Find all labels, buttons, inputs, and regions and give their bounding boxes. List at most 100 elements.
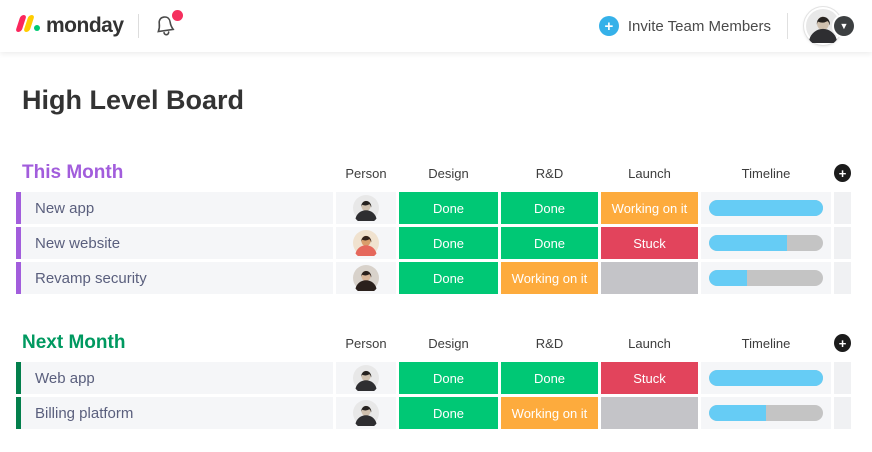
row-name-cell[interactable]: New website [16, 227, 333, 259]
status-cell-rd[interactable]: Working on it [501, 397, 598, 429]
notifications-button[interactable] [153, 10, 183, 39]
timeline-cell[interactable] [701, 397, 831, 429]
timeline-fill [709, 270, 747, 286]
status-label: Working on it [511, 405, 588, 421]
group-title[interactable]: Next Month [22, 332, 126, 353]
row-name: Web app [35, 369, 95, 387]
timeline-cell[interactable] [701, 262, 831, 294]
status-cell-launch[interactable]: Stuck [601, 227, 698, 259]
status-cell-design[interactable]: Done [399, 192, 498, 224]
status-cell-rd[interactable]: Working on it [501, 262, 598, 294]
table-row: Billing platform Done Working on it [16, 397, 872, 429]
status-cell-design[interactable]: Done [399, 262, 498, 294]
timeline-fill [709, 370, 823, 386]
logo-text: monday [46, 14, 124, 37]
timeline-fill [709, 235, 787, 251]
table-row: Web app Done Done Stuck [16, 362, 872, 394]
status-label: Done [432, 405, 465, 421]
person-cell[interactable] [336, 262, 396, 294]
column-header-design: Design [428, 335, 469, 351]
bell-icon [153, 13, 179, 39]
column-header-person: Person [345, 165, 387, 181]
row-name-cell[interactable]: Revamp security [16, 262, 333, 294]
group-next-month: Next Month Person Design R&D Launch Timeline +… [16, 330, 872, 429]
group-header: This Month Person Design R&D Launch Timeline + [16, 160, 872, 186]
invite-label: Invite Team Members [627, 17, 771, 35]
row-filler-cell [834, 192, 851, 224]
row-filler-cell [834, 262, 851, 294]
timeline-track [709, 200, 823, 216]
timeline-fill [709, 200, 823, 216]
status-label: Done [432, 270, 465, 286]
timeline-cell[interactable] [701, 227, 831, 259]
person-cell[interactable] [336, 397, 396, 429]
add-column-button[interactable]: + [834, 334, 851, 352]
avatar [353, 400, 379, 426]
add-column-cell: + [834, 164, 851, 182]
plus-icon: + [598, 16, 619, 36]
monday-logo-icon [15, 15, 40, 32]
timeline-cell[interactable] [701, 192, 831, 224]
column-header-launch: Launch [628, 335, 671, 351]
person-cell[interactable] [336, 192, 396, 224]
person-cell[interactable] [336, 227, 396, 259]
invite-team-members-button[interactable]: + Invite Team Members [598, 16, 771, 36]
status-cell-design[interactable]: Done [399, 362, 498, 394]
status-cell-rd[interactable]: Done [501, 362, 598, 394]
status-label: Stuck [633, 235, 666, 251]
column-header-rd: R&D [535, 165, 564, 181]
column-header-person: Person [345, 335, 387, 351]
column-header-launch: Launch [628, 165, 671, 181]
status-label: Done [533, 370, 566, 386]
group-header: Next Month Person Design R&D Launch Timeline + [16, 330, 872, 356]
add-column-cell: + [834, 334, 851, 352]
timeline-fill [709, 405, 766, 421]
status-cell-rd[interactable]: Done [501, 192, 598, 224]
avatar [353, 230, 379, 256]
row-name-cell[interactable]: New app [16, 192, 333, 224]
timeline-track [709, 370, 823, 386]
avatar [353, 365, 379, 391]
timeline-track [709, 270, 823, 286]
status-label: Working on it [611, 200, 688, 216]
status-cell-launch[interactable]: Working on it [601, 192, 698, 224]
table-row: Revamp security Done Working on it [16, 262, 872, 294]
row-name: Billing platform [35, 404, 134, 422]
account-menu[interactable]: ▼ [804, 7, 854, 45]
timeline-track [709, 235, 823, 251]
monday-logo[interactable]: monday [15, 14, 124, 38]
row-name-cell[interactable]: Web app [16, 362, 333, 394]
status-cell-design[interactable]: Done [399, 227, 498, 259]
board: High Level Board This Month Person Design R… [0, 84, 872, 429]
column-header-timeline: Timeline [741, 335, 791, 351]
chevron-down-icon[interactable]: ▼ [834, 16, 854, 36]
plus-icon: + [838, 165, 847, 181]
status-label: Done [533, 235, 566, 251]
column-header-timeline: Timeline [741, 165, 791, 181]
row-name: Revamp security [35, 269, 147, 287]
board-title: High Level Board [22, 85, 245, 115]
divider [137, 14, 139, 38]
status-cell-launch[interactable] [601, 397, 698, 429]
timeline-cell[interactable] [701, 362, 831, 394]
status-cell-launch[interactable]: Stuck [601, 362, 698, 394]
status-cell-launch[interactable] [601, 262, 698, 294]
table-row: New website Done Done Stuck [16, 227, 872, 259]
divider [787, 13, 788, 39]
status-label: Done [432, 235, 465, 251]
add-column-button[interactable]: + [834, 164, 851, 182]
notification-dot [171, 10, 183, 21]
status-label: Done [533, 200, 566, 216]
status-label: Working on it [511, 270, 588, 286]
table-row: New app Done Done Working on it [16, 192, 872, 224]
row-name-cell[interactable]: Billing platform [16, 397, 333, 429]
column-header-rd: R&D [535, 335, 564, 351]
status-cell-design[interactable]: Done [399, 397, 498, 429]
status-cell-rd[interactable]: Done [501, 227, 598, 259]
row-filler-cell [834, 227, 851, 259]
status-label: Done [432, 370, 465, 386]
avatar [353, 195, 379, 221]
person-cell[interactable] [336, 362, 396, 394]
group-title[interactable]: This Month [22, 162, 124, 183]
status-label: Done [432, 200, 465, 216]
